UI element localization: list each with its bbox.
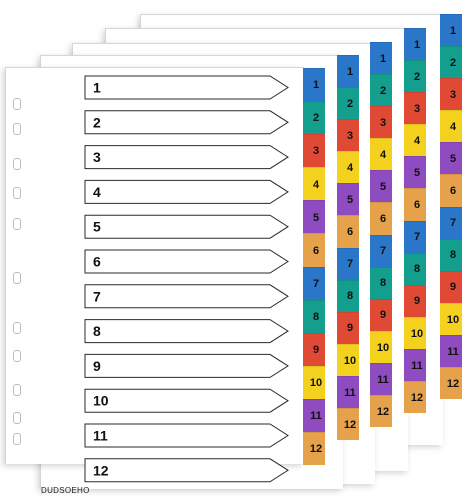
tab-9: 9 xyxy=(337,311,359,345)
index-label-2: 2 xyxy=(84,110,289,135)
punch-hole xyxy=(13,123,21,135)
tab-5: 5 xyxy=(370,170,392,203)
index-label-1: 1 xyxy=(84,75,289,100)
punch-hole xyxy=(13,384,21,396)
tab-8: 8 xyxy=(370,266,392,300)
tab-3: 3 xyxy=(404,92,426,125)
punch-hole xyxy=(13,433,21,445)
index-label-number: 6 xyxy=(93,254,101,270)
index-label-3: 3 xyxy=(84,145,289,170)
tab-2: 2 xyxy=(303,101,325,135)
tab-2: 2 xyxy=(370,74,392,107)
tab-1: 1 xyxy=(440,14,462,47)
index-label-number: 4 xyxy=(93,184,101,200)
tab-12: 12 xyxy=(337,407,359,441)
tab-4: 4 xyxy=(337,151,359,184)
index-label-7: 7 xyxy=(84,284,289,309)
tab-1: 1 xyxy=(303,68,325,102)
tab-2: 2 xyxy=(440,46,462,79)
tab-5: 5 xyxy=(337,183,359,216)
tab-1: 1 xyxy=(404,28,426,61)
punch-hole xyxy=(13,272,21,284)
index-label-number: 3 xyxy=(93,149,101,165)
tab-10: 10 xyxy=(370,330,392,364)
tab-1: 1 xyxy=(337,55,359,88)
punch-hole xyxy=(13,322,21,334)
punch-hole xyxy=(13,187,21,199)
tab-12: 12 xyxy=(440,366,462,400)
punch-hole xyxy=(13,350,21,362)
tab-6: 6 xyxy=(303,233,325,267)
tab-10: 10 xyxy=(440,302,462,336)
punch-hole xyxy=(13,412,21,424)
index-label-6: 6 xyxy=(84,249,289,274)
index-label-12: 12 xyxy=(84,458,289,483)
tab-1: 1 xyxy=(370,42,392,75)
index-label-number: 1 xyxy=(93,80,101,96)
index-label-number: 8 xyxy=(93,323,101,339)
tab-8: 8 xyxy=(337,279,359,313)
tab-10: 10 xyxy=(404,316,426,350)
index-label-8: 8 xyxy=(84,319,289,344)
punch-hole xyxy=(13,158,21,170)
tab-7: 7 xyxy=(370,234,392,268)
tab-8: 8 xyxy=(440,238,462,272)
index-label-4: 4 xyxy=(84,179,289,204)
tab-11: 11 xyxy=(337,375,359,409)
tab-7: 7 xyxy=(404,220,426,254)
index-label-5: 5 xyxy=(84,214,289,239)
tab-12: 12 xyxy=(370,394,392,428)
tab-5: 5 xyxy=(303,200,325,234)
tab-8: 8 xyxy=(303,299,325,334)
punch-hole xyxy=(13,98,21,110)
tab-2: 2 xyxy=(337,87,359,120)
tab-9: 9 xyxy=(370,298,392,332)
tab-12: 12 xyxy=(404,380,426,414)
tab-4: 4 xyxy=(370,138,392,171)
tab-7: 7 xyxy=(440,206,462,240)
tab-3: 3 xyxy=(337,119,359,152)
tab-6: 6 xyxy=(404,188,426,221)
index-label-number: 7 xyxy=(93,288,101,304)
index-label-number: 10 xyxy=(93,393,109,409)
tab-4: 4 xyxy=(303,167,325,201)
index-label-number: 5 xyxy=(93,219,101,235)
tab-2: 2 xyxy=(404,60,426,93)
tab-3: 3 xyxy=(440,78,462,111)
index-label-number: 9 xyxy=(93,358,101,374)
punch-hole xyxy=(13,218,21,230)
tab-10: 10 xyxy=(337,343,359,377)
tab-4: 4 xyxy=(440,110,462,143)
index-label-number: 2 xyxy=(93,114,101,130)
index-label-11: 11 xyxy=(84,423,289,448)
tab-8: 8 xyxy=(404,252,426,286)
tab-5: 5 xyxy=(440,142,462,175)
brand-text: DUDSOEHO xyxy=(41,486,90,495)
tab-3: 3 xyxy=(370,106,392,139)
tab-9: 9 xyxy=(303,332,325,367)
tab-11: 11 xyxy=(440,334,462,368)
tab-6: 6 xyxy=(370,202,392,235)
tab-7: 7 xyxy=(337,247,359,281)
index-label-10: 10 xyxy=(84,388,289,413)
tab-9: 9 xyxy=(440,270,462,304)
index-label-number: 11 xyxy=(93,428,108,444)
tab-4: 4 xyxy=(404,124,426,157)
tab-3: 3 xyxy=(303,134,325,168)
tab-10: 10 xyxy=(303,365,325,400)
tab-5: 5 xyxy=(404,156,426,189)
tab-6: 6 xyxy=(440,174,462,207)
tab-9: 9 xyxy=(404,284,426,318)
tab-11: 11 xyxy=(303,398,325,433)
tab-11: 11 xyxy=(404,348,426,382)
tab-12: 12 xyxy=(303,431,325,466)
tab-11: 11 xyxy=(370,362,392,396)
index-label-number: 12 xyxy=(93,462,109,478)
index-label-9: 9 xyxy=(84,353,289,378)
tab-7: 7 xyxy=(303,266,325,301)
tab-6: 6 xyxy=(337,215,359,248)
